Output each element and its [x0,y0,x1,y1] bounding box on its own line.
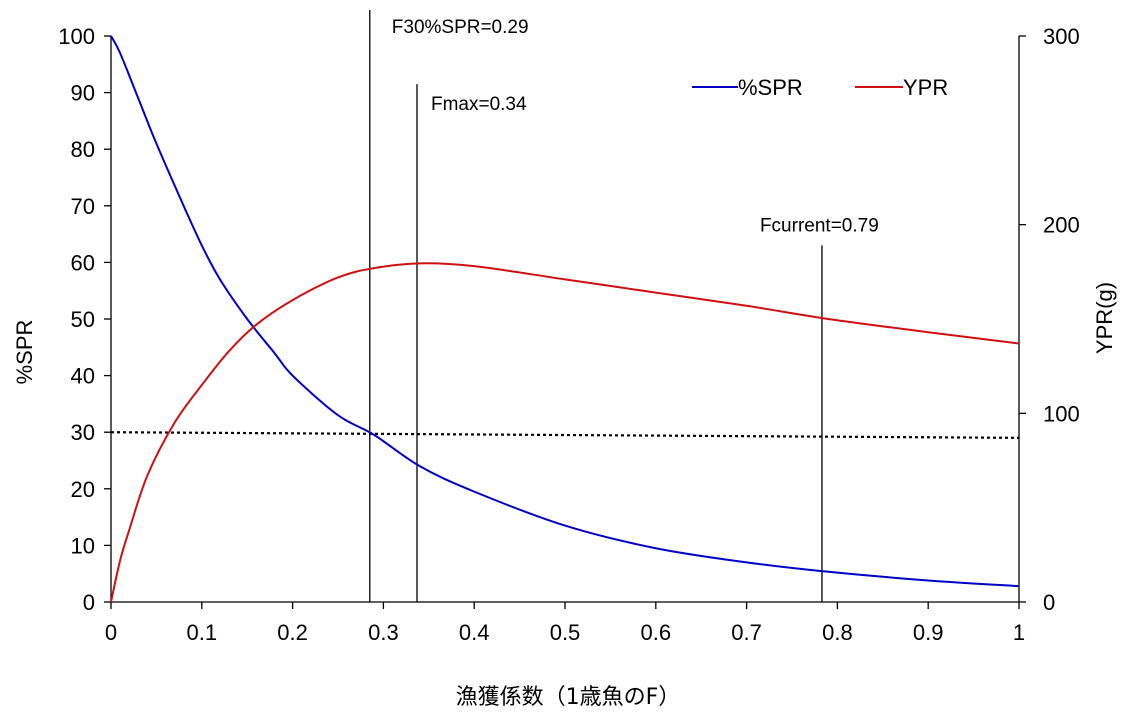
x-axis-ticks: 0 0.1 0.2 0.3 0.4 0.5 0.6 0.7 0.8 0.9 1 [105,602,1025,645]
vline-label-2: Fcurrent=0.79 [760,215,879,236]
x-tick-label: 0.5 [550,620,581,645]
x-tick-label: 0.3 [368,620,399,645]
x-tick-label: 0 [105,620,117,645]
left-axis-ticks: 0 10 20 30 40 50 60 70 80 90 100 [58,24,111,615]
x-tick-label: 0.8 [822,620,853,645]
x-axis-title: 漁獲係数（1歳魚のF） [456,685,681,710]
x-tick-label: 0.6 [641,620,672,645]
y-right-tick-label: 0 [1043,590,1055,615]
reference-line-30pct [110,431,1020,439]
legend-ypr-label: YPR [903,75,948,100]
y-left-tick-label: 0 [83,590,95,615]
y-left-tick-label: 60 [71,250,95,275]
reference-line-group [110,431,1020,439]
y-left-tick-label: 20 [71,477,95,502]
x-tick-label: 0.1 [187,620,218,645]
y-left-tick-label: 100 [58,24,95,49]
x-tick-label: 0.9 [913,620,944,645]
x-tick-label: 1 [1013,620,1025,645]
legend-spr-label: %SPR [738,75,803,100]
series-line-ypr [110,262,1020,603]
x-tick-label: 0.4 [459,620,490,645]
y-left-label: %SPR [12,320,37,385]
vline-label-1: Fmax=0.34 [431,94,527,115]
series-line-spr [110,35,1020,588]
y-left-tick-label: 70 [71,194,95,219]
x-tick-label: 0.7 [731,620,762,645]
vline-label-0: F30%SPR=0.29 [392,17,529,38]
legend: %SPR YPR [692,75,948,100]
vertical-lines: F30%SPR=0.29 Fmax=0.34 Fcurrent=0.79 [369,10,879,602]
y-right-tick-label: 300 [1043,24,1080,49]
y-left-tick-label: 50 [71,307,95,332]
y-left-tick-label: 90 [71,81,95,106]
right-axis-ticks: 0 100 200 300 [1019,24,1080,615]
y-left-tick-label: 10 [71,533,95,558]
y-right-label: YPR(g) [1092,282,1117,354]
y-left-tick-label: 80 [71,137,95,162]
y-right-tick-label: 100 [1043,401,1080,426]
y-left-tick-label: 30 [71,420,95,445]
y-right-tick-label: 200 [1043,213,1080,238]
x-tick-label: 0.2 [277,620,308,645]
series-group [110,35,1020,603]
y-left-tick-label: 40 [71,364,95,389]
